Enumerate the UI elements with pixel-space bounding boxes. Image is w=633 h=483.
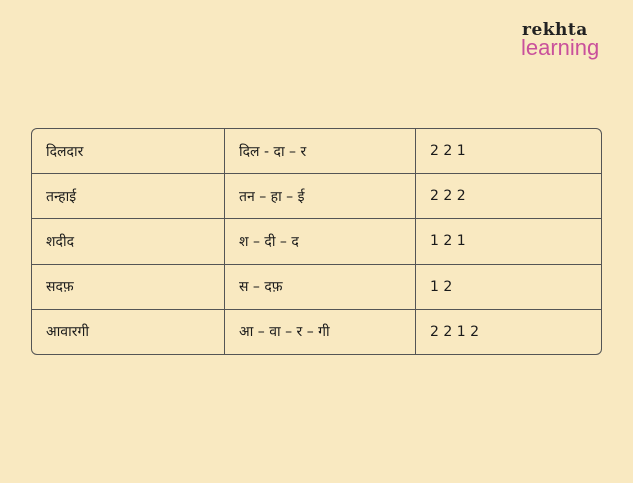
syllables-cell: स – दफ़ bbox=[225, 264, 416, 310]
syllables-cell: तन – हा – ई bbox=[225, 174, 416, 220]
meter-cell: 2 2 1 bbox=[416, 129, 601, 175]
word-cell: तन्हाई bbox=[32, 174, 225, 220]
logo-line2: learning bbox=[521, 35, 600, 60]
rekhta-learning-logo: rekhta learning bbox=[521, 20, 600, 60]
meter-cell: 1 2 bbox=[416, 265, 601, 310]
word-cell: शदीद bbox=[32, 219, 225, 265]
table-row: आवारगी आ – वा – र – गी 2 2 1 2 bbox=[32, 309, 601, 354]
word-cell: दिलदार bbox=[32, 129, 225, 175]
syllables-cell: श – दी – द bbox=[225, 219, 416, 265]
word-cell: सदफ़ bbox=[32, 264, 225, 310]
table-row: सदफ़ स – दफ़ 1 2 bbox=[32, 264, 601, 310]
word-cell: आवारगी bbox=[32, 309, 225, 354]
meter-cell: 2 2 1 2 bbox=[430, 323, 479, 340]
meter-cell: 1 2 1 bbox=[416, 219, 601, 265]
syllables-cell: आ – वा – र – गी bbox=[225, 309, 416, 354]
logo-line1: rekhta bbox=[522, 20, 588, 40]
meter-cell: 2 2 2 bbox=[416, 174, 601, 220]
syllables-cell: दिल - दा – र bbox=[225, 129, 416, 175]
